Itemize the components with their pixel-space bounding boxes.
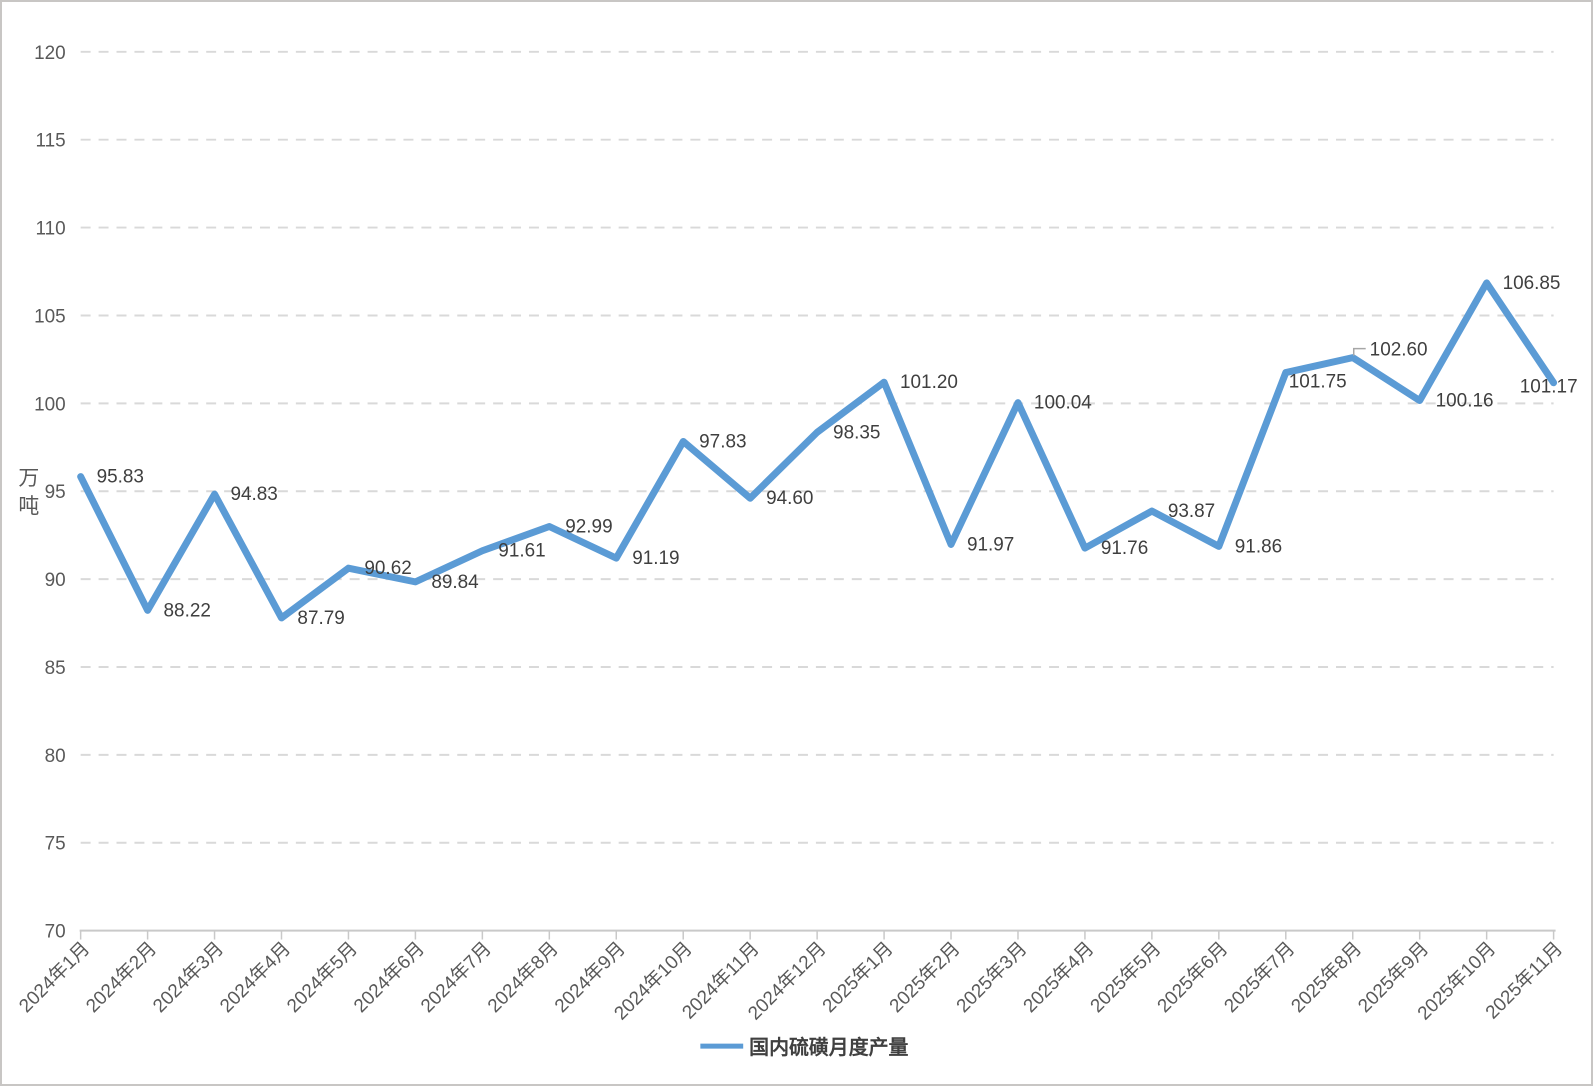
data-label: 93.87 xyxy=(1168,501,1215,522)
gridlines xyxy=(80,50,1554,844)
data-label: 88.22 xyxy=(164,600,211,621)
data-label: 106.85 xyxy=(1503,273,1561,294)
x-tick-label: 2024年4月 xyxy=(215,937,295,1017)
data-label: 95.83 xyxy=(97,467,144,488)
x-tick-label: 2025年1月 xyxy=(818,937,898,1017)
data-label: 101.17 xyxy=(1520,377,1578,398)
x-tick-label: 2025年8月 xyxy=(1287,937,1367,1017)
y-tick-label: 70 xyxy=(45,922,66,943)
data-label: 89.84 xyxy=(431,572,478,593)
data-label: 101.75 xyxy=(1289,372,1347,393)
data-label: 91.86 xyxy=(1235,536,1282,557)
data-label: 97.83 xyxy=(699,431,746,452)
data-label: 91.97 xyxy=(967,534,1014,555)
legend: 国内硫磺月度产量 xyxy=(700,1035,909,1059)
x-tick-label: 2025年3月 xyxy=(952,937,1032,1017)
x-tick-label: 2024年1月 xyxy=(15,937,95,1017)
x-tick-label: 2024年8月 xyxy=(483,937,563,1017)
y-tick-label: 120 xyxy=(34,43,66,64)
x-tick-label: 2024年2月 xyxy=(82,937,162,1017)
series-line-group xyxy=(77,279,1558,622)
data-label: 100.04 xyxy=(1034,393,1092,414)
x-tick-label: 2025年5月 xyxy=(1086,937,1166,1017)
y-axis-tick-labels: 70 75 80 85 90 95 100 105 110 115 120 xyxy=(34,43,66,943)
data-label: 100.16 xyxy=(1436,390,1494,411)
legend-label: 国内硫磺月度产量 xyxy=(749,1035,908,1059)
data-label: 87.79 xyxy=(297,608,344,629)
data-label: 101.20 xyxy=(900,372,958,393)
y-tick-label: 85 xyxy=(45,658,66,679)
y-tick-label: 90 xyxy=(45,570,66,591)
x-tick-label: 2025年7月 xyxy=(1220,937,1300,1017)
y-tick-label: 80 xyxy=(45,746,66,767)
y-tick-label: 110 xyxy=(36,219,66,240)
data-label: 91.76 xyxy=(1101,538,1148,559)
series-line xyxy=(77,279,1558,622)
data-label: 94.83 xyxy=(230,484,277,505)
data-label: 90.62 xyxy=(364,558,411,579)
y-tick-label: 75 xyxy=(45,834,66,855)
y-tick-label: 95 xyxy=(45,482,66,503)
y-tick-label: 115 xyxy=(36,131,66,152)
x-tick-label: 2025年2月 xyxy=(885,937,965,1017)
x-tick-label: 2024年7月 xyxy=(416,937,496,1017)
data-label: 94.60 xyxy=(766,488,813,509)
x-axis-tick-labels: 2024年1月2024年2月2024年3月2024年4月2024年5月2024年… xyxy=(15,937,1567,1024)
x-tick-label: 2025年6月 xyxy=(1153,937,1233,1017)
x-tick-label: 2024年3月 xyxy=(149,937,229,1017)
y-tick-label: 100 xyxy=(34,394,66,415)
data-label: 91.61 xyxy=(498,541,545,562)
data-label: 92.99 xyxy=(565,516,612,537)
data-labels: 95.83 88.22 94.83 87.79 90.62 89.84 91.61 92.99… xyxy=(97,273,1578,629)
data-label: 98.35 xyxy=(833,422,880,443)
x-tick-label: 2024年5月 xyxy=(282,937,362,1017)
label-leader-line xyxy=(1352,347,1366,356)
y-tick-label: 105 xyxy=(34,306,66,327)
data-label: 102.60 xyxy=(1370,340,1428,361)
x-tick-label: 2025年4月 xyxy=(1019,937,1099,1017)
x-tick-label: 2024年6月 xyxy=(349,937,429,1017)
x-axis xyxy=(79,929,1556,940)
data-label: 91.19 xyxy=(632,548,679,569)
y-axis-title: 万吨 xyxy=(18,467,39,518)
